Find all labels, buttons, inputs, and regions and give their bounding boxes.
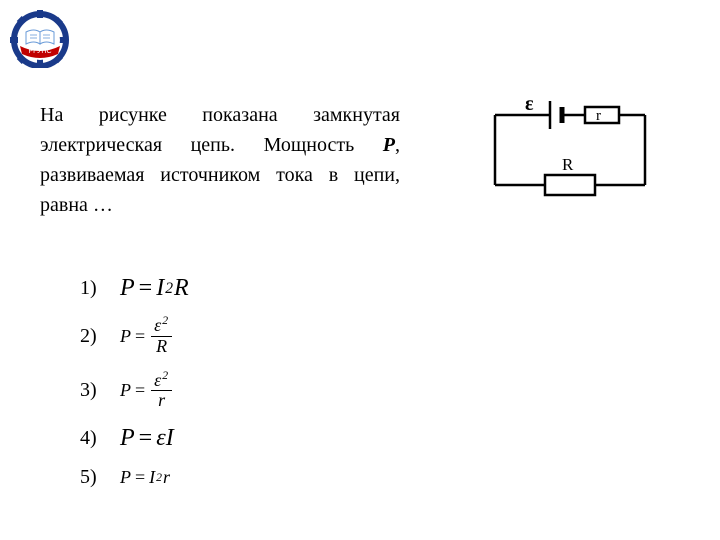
university-logo: РГУПС [8,8,88,68]
answer-number: 4) [80,427,120,450]
question-part1: На рисунке показана замкнутая электричес… [40,104,400,156]
circuit-diagram: ε r R [480,95,660,205]
answer-formula-3: P = ε2 r [120,371,174,412]
answer-option-3: 3) P = ε2 r [80,371,189,412]
answer-formula-4: P = εI [120,425,174,452]
answer-formula-5: P = I2r [120,467,170,488]
question-text: На рисунке показана замкнутая электричес… [40,100,400,220]
answer-formula-2: P = ε2 R [120,316,174,357]
answer-list: 1) P = I2R 2) P = ε2 R 3) P = ε2 r [80,275,189,503]
internal-resistance-label: r [596,108,601,124]
answer-number: 2) [80,325,120,348]
answer-option-1: 1) P = I2R [80,275,189,302]
answer-option-4: 4) P = εI [80,425,189,452]
answer-number: 1) [80,277,120,300]
answer-number: 3) [80,379,120,402]
answer-number: 5) [80,466,120,489]
logo-text: РГУПС [29,48,52,55]
emf-label: ε [525,95,534,115]
load-resistance-label: R [562,155,574,174]
answer-formula-1: P = I2R [120,275,189,302]
answer-option-2: 2) P = ε2 R [80,316,189,357]
question-P-symbol: P [383,134,395,156]
answer-option-5: 5) P = I2r [80,466,189,489]
